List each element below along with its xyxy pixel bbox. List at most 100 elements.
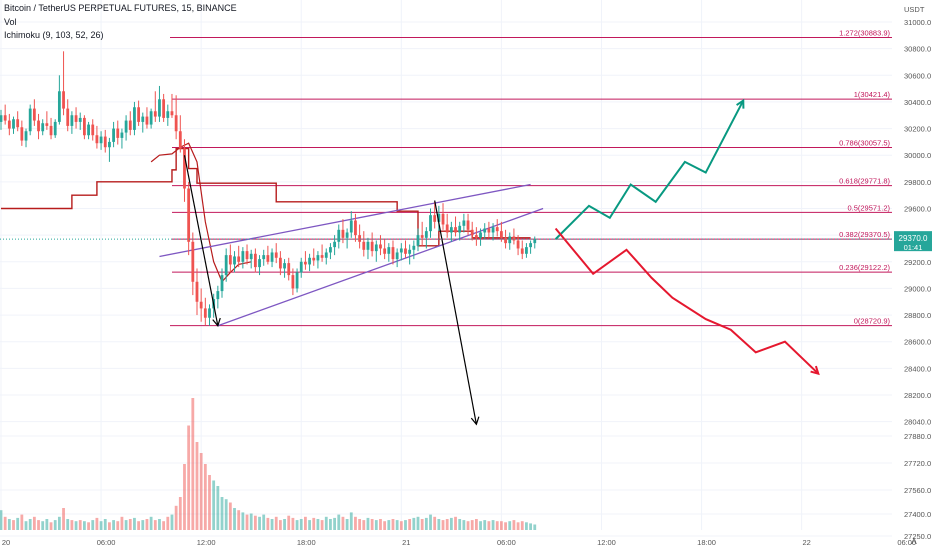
candle-body (224, 255, 228, 276)
candle-body (228, 255, 232, 265)
candle-body (145, 116, 149, 125)
candle-body (433, 215, 437, 222)
chart-title[interactable]: Bitcoin / TetherUS PERPETUAL FUTURES, 15… (4, 3, 237, 13)
volume-bar (449, 517, 453, 530)
volume-bar (258, 516, 261, 530)
volume-bar (137, 521, 141, 530)
volume-bar (424, 517, 428, 530)
volume-bar (112, 520, 115, 530)
volume-bar (170, 514, 174, 530)
candle-body (174, 115, 178, 132)
bearish-projection-arrow-head (810, 365, 820, 376)
volume-indicator-label[interactable]: Vol (4, 17, 17, 27)
volume-bar (395, 520, 399, 530)
candle-body (133, 107, 136, 130)
price-tick-label: 31000.0 (904, 18, 931, 27)
volume-bar (266, 517, 270, 530)
fib-level-label: 0(28720.9) (854, 317, 891, 326)
candle-body (304, 261, 307, 265)
volume-bar (53, 520, 57, 530)
price-tick-label: 29200.0 (904, 258, 931, 267)
volume-bar (141, 520, 145, 530)
volume-bar (483, 520, 487, 530)
candle-body (312, 257, 316, 261)
volume-bar (99, 521, 103, 530)
volume-bar (245, 514, 249, 530)
volume-bar (20, 514, 24, 530)
candle-body (320, 255, 324, 258)
candle-body (429, 215, 432, 232)
volume-bar (70, 520, 74, 530)
candle-body (216, 291, 220, 300)
candle-body (87, 124, 90, 136)
price-tag-value: 29370.0 (899, 234, 928, 243)
volume-bar (274, 516, 278, 530)
candle-body (295, 272, 299, 289)
volume-bar (445, 519, 449, 530)
auto-scale-button[interactable]: A (911, 537, 917, 546)
candle-body (203, 308, 207, 318)
candle-body (329, 247, 332, 253)
candle-body (103, 136, 107, 148)
volume-bar (208, 475, 211, 530)
volume-bar (220, 497, 224, 530)
candle-body (62, 91, 65, 109)
candle-body (141, 116, 145, 122)
volume-bar (500, 521, 503, 530)
price-tag-box (894, 231, 932, 252)
fib-retracement: 1.272(30883.9) 1(30421.4) 0.786(30057.5) 0.… (170, 28, 892, 327)
candle-body (270, 252, 274, 262)
price-tick-label: 27880.0 (904, 432, 931, 441)
volume-bar (533, 524, 537, 530)
volume-bar (316, 519, 320, 530)
volume-bar (295, 520, 299, 530)
volume-bar (454, 516, 457, 530)
volume-bar (41, 521, 45, 530)
volume-bar (404, 520, 407, 530)
candle-body (258, 259, 261, 268)
candle-body (404, 248, 407, 254)
candle-body (383, 248, 387, 254)
volume-bar (270, 519, 274, 530)
ichimoku-indicator-label[interactable]: Ichimoku (9, 103, 52, 26) (4, 30, 104, 40)
volume-bar (399, 521, 403, 530)
rising-wedge (159, 183, 544, 327)
drop-arrow-first-head (212, 317, 221, 327)
candle-body (379, 244, 382, 249)
volume-bar (57, 516, 61, 530)
candle-body (533, 239, 537, 244)
price-tick-label: 27720.0 (904, 459, 931, 468)
time-tick-label: 20 (2, 538, 10, 547)
volume-bar (337, 514, 341, 530)
candle-body (108, 141, 111, 148)
candle-body (529, 243, 532, 248)
candle-body (449, 227, 453, 233)
ichimoku-tenkan-line (150, 142, 252, 283)
wedge-lower-line (217, 207, 544, 327)
volume-bar (32, 516, 36, 530)
volume-bar (228, 502, 232, 530)
time-tick-label: 06:00 (497, 538, 516, 547)
volume-bar (349, 512, 353, 530)
volume-bar (466, 521, 470, 530)
time-tick-label: 18:00 (697, 538, 716, 547)
candle-body (191, 241, 195, 282)
candle-body (262, 255, 266, 260)
candle-body (370, 241, 374, 252)
volume-bar (45, 519, 49, 530)
volume-bar (287, 515, 291, 530)
volume-bar (183, 464, 186, 530)
time-tick-label: 22 (802, 538, 810, 547)
candle-body (349, 220, 353, 233)
candle-body (99, 136, 103, 144)
volume-bar (458, 519, 462, 530)
price-tick-label: 29000.0 (904, 284, 931, 293)
candle-body (512, 236, 516, 241)
time-tick-label: 12:00 (597, 538, 616, 547)
price-tick-label: 29600.0 (904, 205, 931, 214)
candle-body (308, 257, 311, 265)
volume-bar (108, 522, 111, 530)
candle-body (253, 253, 257, 268)
candle-body (66, 108, 70, 126)
